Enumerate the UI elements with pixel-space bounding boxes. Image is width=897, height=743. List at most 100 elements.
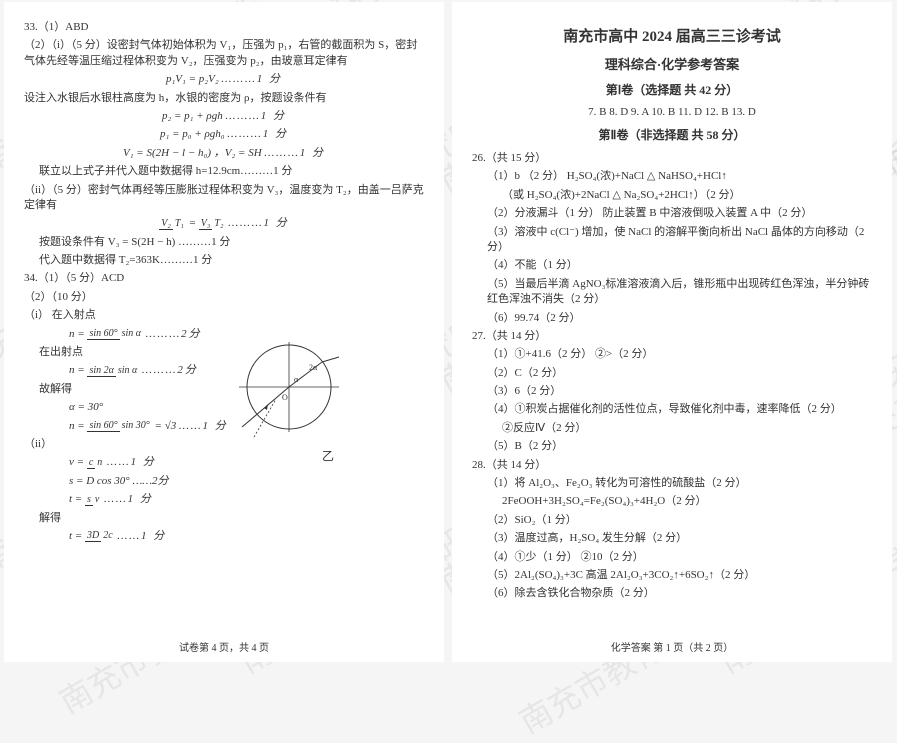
right-footer: 化学答案 第 1 页（共 2 页） [452,639,892,654]
eq-tfinal-bot: 2c [101,530,114,541]
eq3-pts: ………1 分 [227,128,288,140]
eq-n3-prefix: n = [69,420,87,432]
svg-text:2α: 2α [309,363,318,372]
eq-tfinal-top: 3D [85,530,101,542]
left-page: 33.（1）ABD （2）（i）（5 分）设密封气体初始体积为 V₁，压强为 p… [4,2,444,662]
eq-n3: n = sin 60°sin 30° = √3 ……1 分 [24,419,424,434]
subject-title: 理科综合·化学参考答案 [472,54,872,73]
eq5: V₂T₁ = V₃T₂ ………1 分 [24,216,424,231]
eq-n1: n = sin 60°sin α ………2分 [24,327,424,342]
eq5-lhs-top: V₂ [159,218,173,230]
eq1-text: p₁V₁ = p₂V₂ [166,73,219,85]
eq-n3-mid: = √3 [155,420,177,432]
eq-n1-prefix: n = [69,328,87,340]
eq-v-top: c [87,457,95,469]
eq3-text: p₁ = p₀ + ρgh₀ [160,128,225,140]
q34-ii: （ii） [24,437,424,452]
eq-n3-suffix: ……1 分 [179,420,228,432]
left-footer: 试卷第 4 页，共 4 页 [4,639,444,654]
q27-4: （4）①积炭占据催化剂的活性位点，导致催化剂中毒，速率降低（2 分） [472,402,872,417]
eq2-pts: ………1 分 [225,110,286,122]
eq-alpha: α = 30° [24,400,424,415]
eq-v: v = cn ……1 分 [24,455,424,470]
line2: 设注入水银后水银柱高度为 h，水银的密度为 ρ，按题设条件有 [24,91,424,106]
eq-s: s = D cos 30° ……2分 [24,474,424,489]
eq-t-bot: v [93,494,101,505]
q28: 28.（共 14 分） [472,458,872,473]
exam-title: 南充市高中 2024 届高三三诊考试 [472,25,872,46]
eq-n2: n = sin 2αsin α ………2分 [24,363,424,378]
eq2: p₂ = p₁ + ρgh ………1 分 [24,109,424,124]
q34-2: （2）（10 分） [24,290,424,305]
eq-v-bot: n [95,457,104,468]
q28-5: （5）2Al₂(SO₄)₃+3C 高温 2Al₂O₃+3CO₂↑+6SO₂↑（2… [472,568,872,583]
eq-v-prefix: v = [69,456,87,468]
line8: 代入题中数据得 T₂=363K………1 分 [24,253,424,268]
q26-5: （5）当最后半滴 AgNO₃标准溶液滴入后，锥形瓶中出现砖红色浑浊，半分钟砖红色… [472,277,872,308]
svg-text:O: O [282,393,288,402]
q34-1: 34.（1）（5 分）ACD [24,271,424,286]
q33-2ii: （ii）（5 分）密封气体再经等压膨胀过程体积变为 V₃，温度变为 T₂，由盖一… [24,183,424,214]
eq-t-suffix: ……1 分 [104,493,153,505]
eq-n2-prefix: n = [69,364,87,376]
eq-t-top: s [85,494,93,506]
q28-4: （4）①少（1 分） ②10（2 分） [472,550,872,565]
eq1-pts: ………1 分 [221,73,282,85]
q26: 26.（共 15 分） [472,151,872,166]
q33-2i-text: （2）（i）（5 分）设密封气体初始体积为 V₁，压强为 p₁，右管的截面积为 … [24,38,424,69]
section1-header: 第Ⅰ卷（选择题 共 42 分） [472,81,872,98]
line-out: 在出射点 [24,345,424,360]
eq-v-suffix: ……1 分 [107,456,156,468]
right-page: 南充市高中 2024 届高三三诊考试 理科综合·化学参考答案 第Ⅰ卷（选择题 共… [452,2,892,662]
eq-n1-top: sin 60° [87,328,119,340]
q26-6: （6）99.74（2 分） [472,311,872,326]
eq-tfinal: t = 3D2c ……1 分 [24,529,424,544]
mc-answers: 7. B 8. D 9. A 10. B 11. D 12. B 13. D [472,106,872,118]
section2-header: 第Ⅱ卷（非选择题 共 58 分） [472,126,872,143]
eq5-pts: ………1 分 [228,217,289,229]
eq-t: t = sv ……1 分 [24,492,424,507]
diagram-label: 乙 [322,447,334,464]
q26-1b: （或 H₂SO₄(浓)+2NaCl △ Na₂SO₄+2HCl↑）（2 分） [472,188,872,203]
line5: 联立以上式子并代入题中数据得 h=12.9cm………1 分 [24,164,424,179]
eq2-text: p₂ = p₁ + ρgh [162,110,223,122]
eq-tfinal-prefix: t = [69,530,85,542]
eq4: V₁ = S(2H − l − h₀) ，V₂ = SH ………1 分 [24,146,424,161]
eq-n1-bot: sin α [120,328,143,339]
q28-6: （6）除去含铁化合物杂质（2 分） [472,586,872,601]
eq-n1-suffix: ………2分 [146,328,202,340]
eq-n3-top: sin 60° [87,420,119,432]
eq-n2-suffix: ………2分 [142,364,198,376]
q33-answer: 33.（1）ABD [24,20,424,35]
q26-2: （2）分液漏斗（1 分） 防止装置 B 中溶液倒吸入装置 A 中（2 分） [472,206,872,221]
eq3: p₁ = p₀ + ρgh₀ ………1 分 [24,127,424,142]
eq-tfinal-suffix: ……1 分 [117,530,166,542]
q26-4: （4）不能（1 分） [472,258,872,273]
eq5-lhs-bot: T₁ [173,218,186,229]
eq-n2-top: sin 2α [87,365,115,377]
q27-4b: ②反应Ⅳ（2 分） [472,421,872,436]
q27-2: （2）C（2 分） [472,366,872,381]
eq1: p₁V₁ = p₂V₂ ………1 分 [24,72,424,87]
eq4-pts: ………1 分 [264,147,325,159]
eq-t-prefix: t = [69,493,85,505]
q27-5: （5）B（2 分） [472,439,872,454]
q27: 27.（共 14 分） [472,329,872,344]
q27-1: （1）①+41.6（2 分） ②>（2 分） [472,347,872,362]
q26-1: （1）b （2 分） H₂SO₄(浓)+NaCl △ NaHSO₄+HCl↑ [472,169,872,184]
q27-3: （3）6（2 分） [472,384,872,399]
eq4-text: V₁ = S(2H − l − h₀) ，V₂ = SH [123,147,262,159]
q28-2: （2）SiO₂（1 分） [472,513,872,528]
q28-1b: 2FeOOH+3H₂SO₄=Fe₂(SO₄)₃+4H₂O（2 分） [472,494,872,509]
eq5-eq: = [189,217,199,229]
eq-n2-bot: sin α [116,365,139,376]
q26-3: （3）溶液中 c(Cl⁻) 增加，使 NaCl 的溶解平衡向析出 NaCl 晶体… [472,225,872,256]
line7: 按题设条件有 V₃ = S(2H − h) ………1 分 [24,235,424,250]
q34-i: （i） 在入射点 [24,308,424,323]
eq-n3-bot: sin 30° [120,420,152,431]
eq5-rhs-bot: T₂ [212,218,225,229]
optics-diagram: α O 2α [234,332,344,442]
q28-3: （3）温度过高，H₂SO₄ 发生分解（2 分） [472,531,872,546]
eq5-rhs-top: V₃ [199,218,213,230]
line-solve2: 解得 [24,511,424,526]
